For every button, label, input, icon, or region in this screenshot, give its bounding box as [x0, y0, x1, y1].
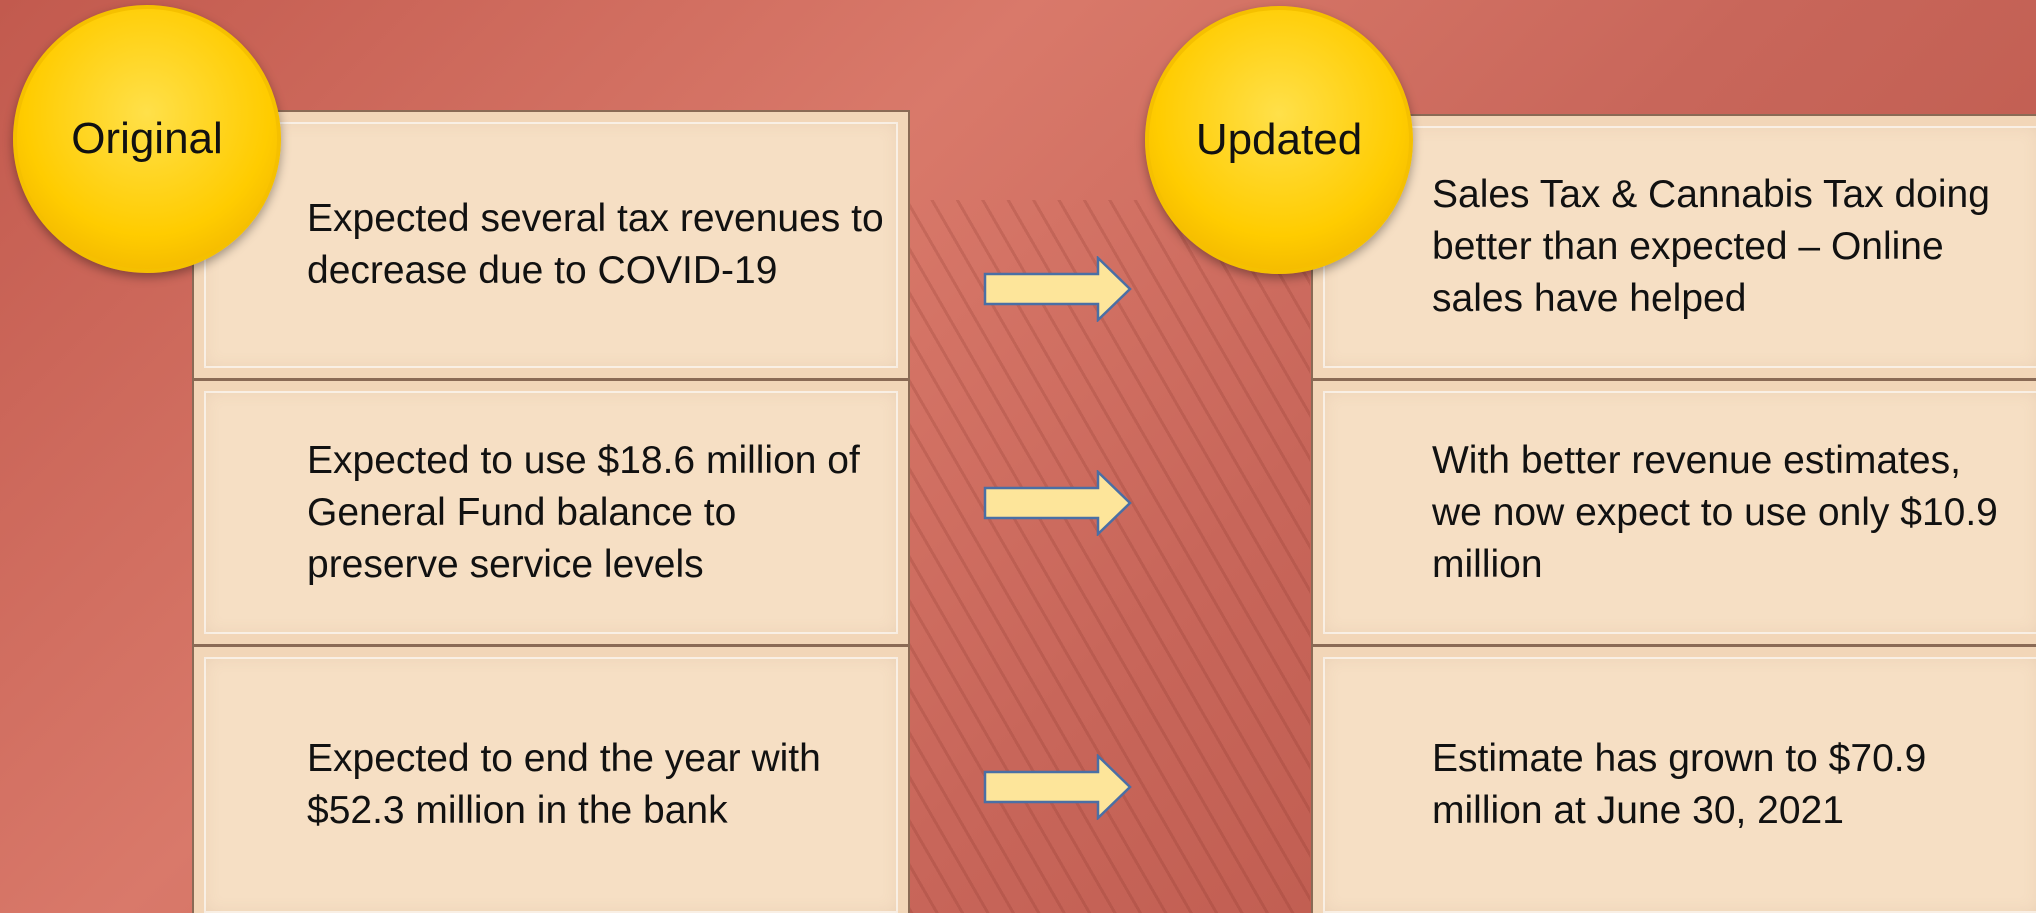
- updated-text: Estimate has grown to $70.9 million at J…: [1432, 737, 1927, 832]
- updated-box: Sales Tax & Cannabis Tax doing better th…: [1311, 114, 2036, 380]
- updated-text: With better revenue estimates, we now ex…: [1432, 438, 1998, 586]
- original-box: Expected several tax revenues to decreas…: [192, 110, 910, 380]
- original-box: Expected to use $18.6 million of General…: [192, 379, 910, 646]
- updated-badge: Updated: [1145, 6, 1413, 274]
- arrow: [983, 256, 1132, 322]
- original-badge: Original: [13, 5, 281, 273]
- arrow: [983, 754, 1132, 820]
- updated-text: Sales Tax & Cannabis Tax doing better th…: [1432, 173, 1990, 320]
- original-box: Expected to end the year with $52.3 mill…: [192, 645, 910, 913]
- arrow: [983, 470, 1132, 536]
- updated-box: With better revenue estimates, we now ex…: [1311, 379, 2036, 646]
- updated-box: Estimate has grown to $70.9 million at J…: [1311, 645, 2036, 913]
- original-text: Expected to use $18.6 million of General…: [307, 438, 860, 586]
- original-text: Expected to end the year with $52.3 mill…: [307, 737, 821, 832]
- badge-label: Updated: [1195, 115, 1363, 164]
- badge-label: Original: [71, 114, 223, 163]
- original-text: Expected several tax revenues to decreas…: [307, 197, 884, 292]
